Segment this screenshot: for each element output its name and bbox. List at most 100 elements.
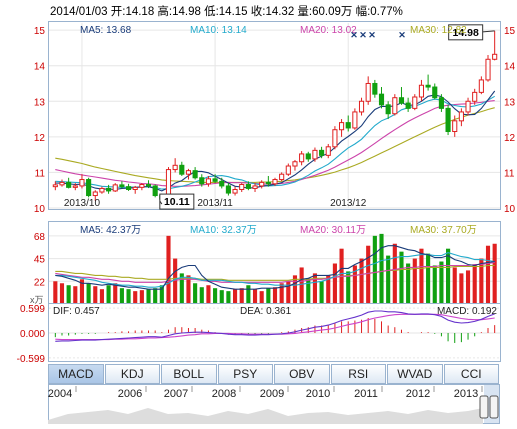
volume-bar [312, 273, 318, 303]
candle-body [418, 84, 425, 98]
candle-body [212, 178, 218, 182]
volume-bar [485, 245, 491, 303]
low-price-label: 10.11 [164, 196, 190, 208]
volume-ma30-line [55, 264, 495, 281]
price-ma20-line [55, 100, 495, 187]
candle-body [279, 173, 285, 181]
price-axis-left-label: 12 [34, 133, 46, 144]
tab-psy[interactable]: PSY [217, 364, 273, 384]
volume-bar [386, 255, 391, 303]
event-marker-icon[interactable]: ✕ [368, 30, 376, 40]
candle-body [72, 185, 78, 188]
volume-bar [479, 258, 484, 303]
event-marker-icon[interactable]: ✕ [359, 30, 367, 40]
candle-body [325, 146, 331, 156]
volume-bar [419, 248, 424, 303]
candle-body [172, 164, 178, 171]
macd-axis-label: 0.599 [20, 304, 45, 315]
candle-body [86, 179, 92, 197]
volume-bar [199, 287, 204, 303]
candle-body [239, 184, 245, 190]
candle-body [358, 100, 365, 113]
candle-body [345, 122, 351, 129]
price-axis-right-label: 13 [504, 97, 516, 108]
candle-body [478, 79, 484, 93]
volume-bar [465, 270, 471, 303]
candle-body [445, 107, 451, 133]
volume-bar [399, 251, 404, 303]
volume-bar [472, 265, 477, 303]
candle-body [119, 184, 125, 188]
price-axis-left-label: 14 [34, 62, 46, 73]
price-axis-right-label: 11 [504, 168, 515, 179]
volume-bar [352, 265, 357, 303]
candle-body [106, 187, 112, 192]
candle-body [425, 84, 431, 88]
volume-bar [306, 278, 311, 303]
volume-bar [279, 283, 284, 303]
candle-body [305, 153, 311, 160]
volume-bar [332, 263, 337, 303]
volume-bar [126, 289, 131, 303]
volume-bar [359, 258, 364, 303]
timeline-navigator[interactable]: 2004 2006 2007 2008 2009 2010 2011 2012 2013 [48, 384, 500, 424]
candle-body [112, 184, 118, 192]
candle-body [472, 91, 478, 102]
candle-body [392, 97, 398, 115]
tab-cci[interactable]: CCI [443, 364, 499, 384]
price-axis-right-label: 15 [504, 26, 516, 37]
candle-body [225, 185, 231, 194]
volume-bar [239, 288, 244, 303]
tab-rsi[interactable]: RSI [330, 364, 386, 384]
volume-bar [53, 281, 58, 303]
volume-bar [252, 289, 258, 303]
volume-legend-ma5: MA5: 42.37万 [80, 225, 141, 236]
volume-bar [446, 248, 451, 303]
event-marker-icon[interactable]: ✕ [398, 30, 406, 40]
event-marker-icon[interactable]: ✕ [350, 30, 358, 40]
price-ma5-line [55, 90, 496, 192]
volume-bar [66, 285, 71, 303]
volume-ma10-line [55, 252, 495, 288]
candle-body [99, 187, 105, 193]
price-axis-right-label: 14 [504, 62, 516, 73]
candle-body [52, 184, 58, 188]
indicator-tabbar: MACD KDJ BOLL PSY OBV RSI WVAD CCI [48, 364, 500, 384]
tab-kdj[interactable]: KDJ [104, 364, 160, 384]
macd-axis-label: -0.599 [17, 354, 46, 365]
volume-bar [452, 267, 457, 303]
candle-body [139, 184, 145, 188]
candle-body [79, 179, 85, 187]
timeline-right-handle[interactable] [489, 395, 499, 419]
timeline-year-label: 2010 [306, 388, 330, 400]
candle-body [205, 178, 211, 185]
timeline-left-handle[interactable] [479, 395, 489, 419]
volume-bar [193, 283, 198, 303]
timeline-year-label: 2008 [212, 388, 236, 400]
tab-macd[interactable]: MACD [48, 364, 104, 384]
price-legend-ma5: MA5: 13.68 [80, 25, 132, 36]
volume-bar [213, 288, 218, 303]
candle-body [252, 185, 258, 189]
tab-obv[interactable]: OBV [274, 364, 330, 384]
candle-body [398, 97, 405, 104]
candle-body [299, 153, 305, 163]
candle-body [192, 170, 198, 179]
volume-axis-label: 45 [34, 255, 46, 266]
timeline-year-label: 2007 [164, 388, 188, 400]
price-annotation-box [448, 24, 484, 41]
volume-bar [93, 286, 98, 303]
annotation-leader [159, 200, 163, 205]
tab-wvad[interactable]: WVAD [387, 364, 443, 384]
price-panel-frame [48, 21, 501, 210]
volume-bar [133, 291, 138, 303]
candle-body [372, 82, 378, 95]
tab-boll[interactable]: BOLL [161, 364, 217, 384]
candle-body [199, 177, 205, 185]
volume-bar [459, 273, 464, 303]
timeline-year-label: 2011 [354, 388, 378, 400]
candle-body [219, 180, 225, 187]
volume-bar [59, 283, 65, 303]
volume-bar [86, 283, 91, 303]
volume-bar [379, 233, 384, 303]
